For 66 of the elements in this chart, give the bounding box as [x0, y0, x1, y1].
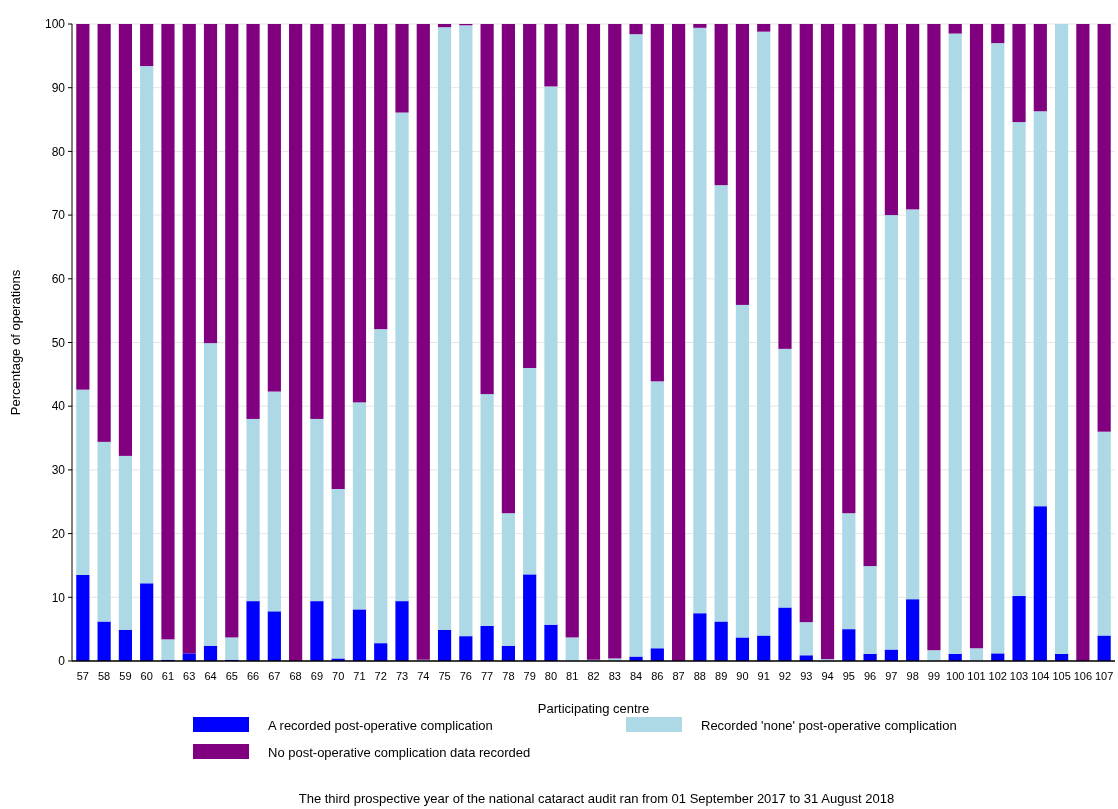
- legend-label: No post-operative complication data recorded: [268, 744, 531, 760]
- x-tick-label: 100: [946, 670, 965, 682]
- x-tick-label: 82: [587, 670, 600, 682]
- x-tick-label: 75: [438, 670, 451, 682]
- x-tick-label: 88: [693, 670, 707, 682]
- y-tick-label: 0: [58, 654, 66, 669]
- text: The third prospective year of the national cataract audit ran from 01 September 2017 to 31 August 2018: [298, 791, 895, 806]
- x-tick-label: 60: [140, 670, 153, 682]
- legend-label: Recorded 'none' post-operative complication: [701, 717, 957, 733]
- x-tick-label: 103: [1009, 670, 1029, 682]
- x-tick-label: 89: [715, 670, 728, 682]
- x-tick-label: 96: [863, 670, 877, 682]
- y-tick-label: 10: [51, 590, 66, 605]
- y-tick-label: 100: [44, 17, 66, 32]
- x-tick-label: 106: [1073, 670, 1093, 682]
- y-tick-label: 90: [51, 80, 66, 95]
- x-tick-label: 99: [927, 670, 941, 682]
- x-tick-label: 84: [629, 670, 643, 682]
- x-tick-label: 95: [842, 670, 855, 682]
- x-tick-label: 87: [672, 670, 685, 682]
- x-tick-label: 91: [757, 670, 770, 682]
- y-tick-label: 30: [51, 463, 66, 478]
- legend-label: A recorded post-operative complication: [268, 717, 493, 733]
- x-tick-label: 74: [417, 670, 430, 682]
- x-tick-label: 76: [459, 670, 472, 682]
- y-tick-label: 50: [51, 335, 66, 350]
- x-tick-label: 70: [332, 670, 345, 682]
- x-tick-label: 67: [268, 670, 281, 682]
- y-axis-title: Percentage of operations: [8, 269, 23, 416]
- x-tick-label: 92: [778, 670, 792, 682]
- x-tick-label: 81: [566, 670, 579, 682]
- x-tick-label: 94: [821, 670, 834, 682]
- x-tick-label: 83: [608, 670, 621, 682]
- x-tick-label: 86: [651, 670, 664, 682]
- x-tick-label: 79: [523, 670, 536, 682]
- x-tick-label: 69: [310, 670, 324, 682]
- x-tick-label: 80: [544, 670, 558, 682]
- y-tick-label: 70: [51, 208, 66, 223]
- x-tick-label: 97: [885, 670, 898, 682]
- x-tick-label: 105: [1052, 670, 1071, 682]
- x-tick-label: 101: [967, 670, 986, 682]
- x-axis-title: Participating centre: [537, 701, 650, 716]
- x-tick-label: 71: [353, 670, 366, 682]
- x-tick-label: 107: [1094, 670, 1114, 682]
- x-tick-label: 63: [183, 670, 196, 682]
- x-tick-label: 58: [98, 670, 111, 682]
- x-tick-label: 93: [800, 670, 813, 682]
- x-tick-label: 65: [225, 670, 238, 682]
- x-tick-label: 77: [480, 670, 494, 682]
- x-tick-label: 61: [161, 670, 175, 682]
- x-tick-label: 64: [204, 670, 217, 682]
- y-tick-label: 60: [51, 272, 66, 286]
- y-tick-label: 20: [51, 526, 66, 541]
- x-tick-label: 57: [76, 670, 89, 682]
- x-tick-label: 68: [289, 670, 302, 682]
- x-tick-label: 73: [395, 670, 409, 682]
- x-tick-label: 59: [119, 670, 132, 682]
- x-tick-label: 102: [988, 670, 1007, 682]
- x-tick-label: 78: [502, 670, 515, 682]
- x-tick-label: 72: [374, 670, 387, 682]
- y-tick-label: 80: [51, 144, 66, 159]
- x-tick-label: 98: [906, 670, 919, 682]
- y-tick-label: 40: [51, 399, 66, 414]
- x-tick-label: 104: [1031, 670, 1050, 682]
- x-tick-label: 90: [736, 670, 749, 682]
- x-tick-label: 66: [246, 670, 260, 682]
